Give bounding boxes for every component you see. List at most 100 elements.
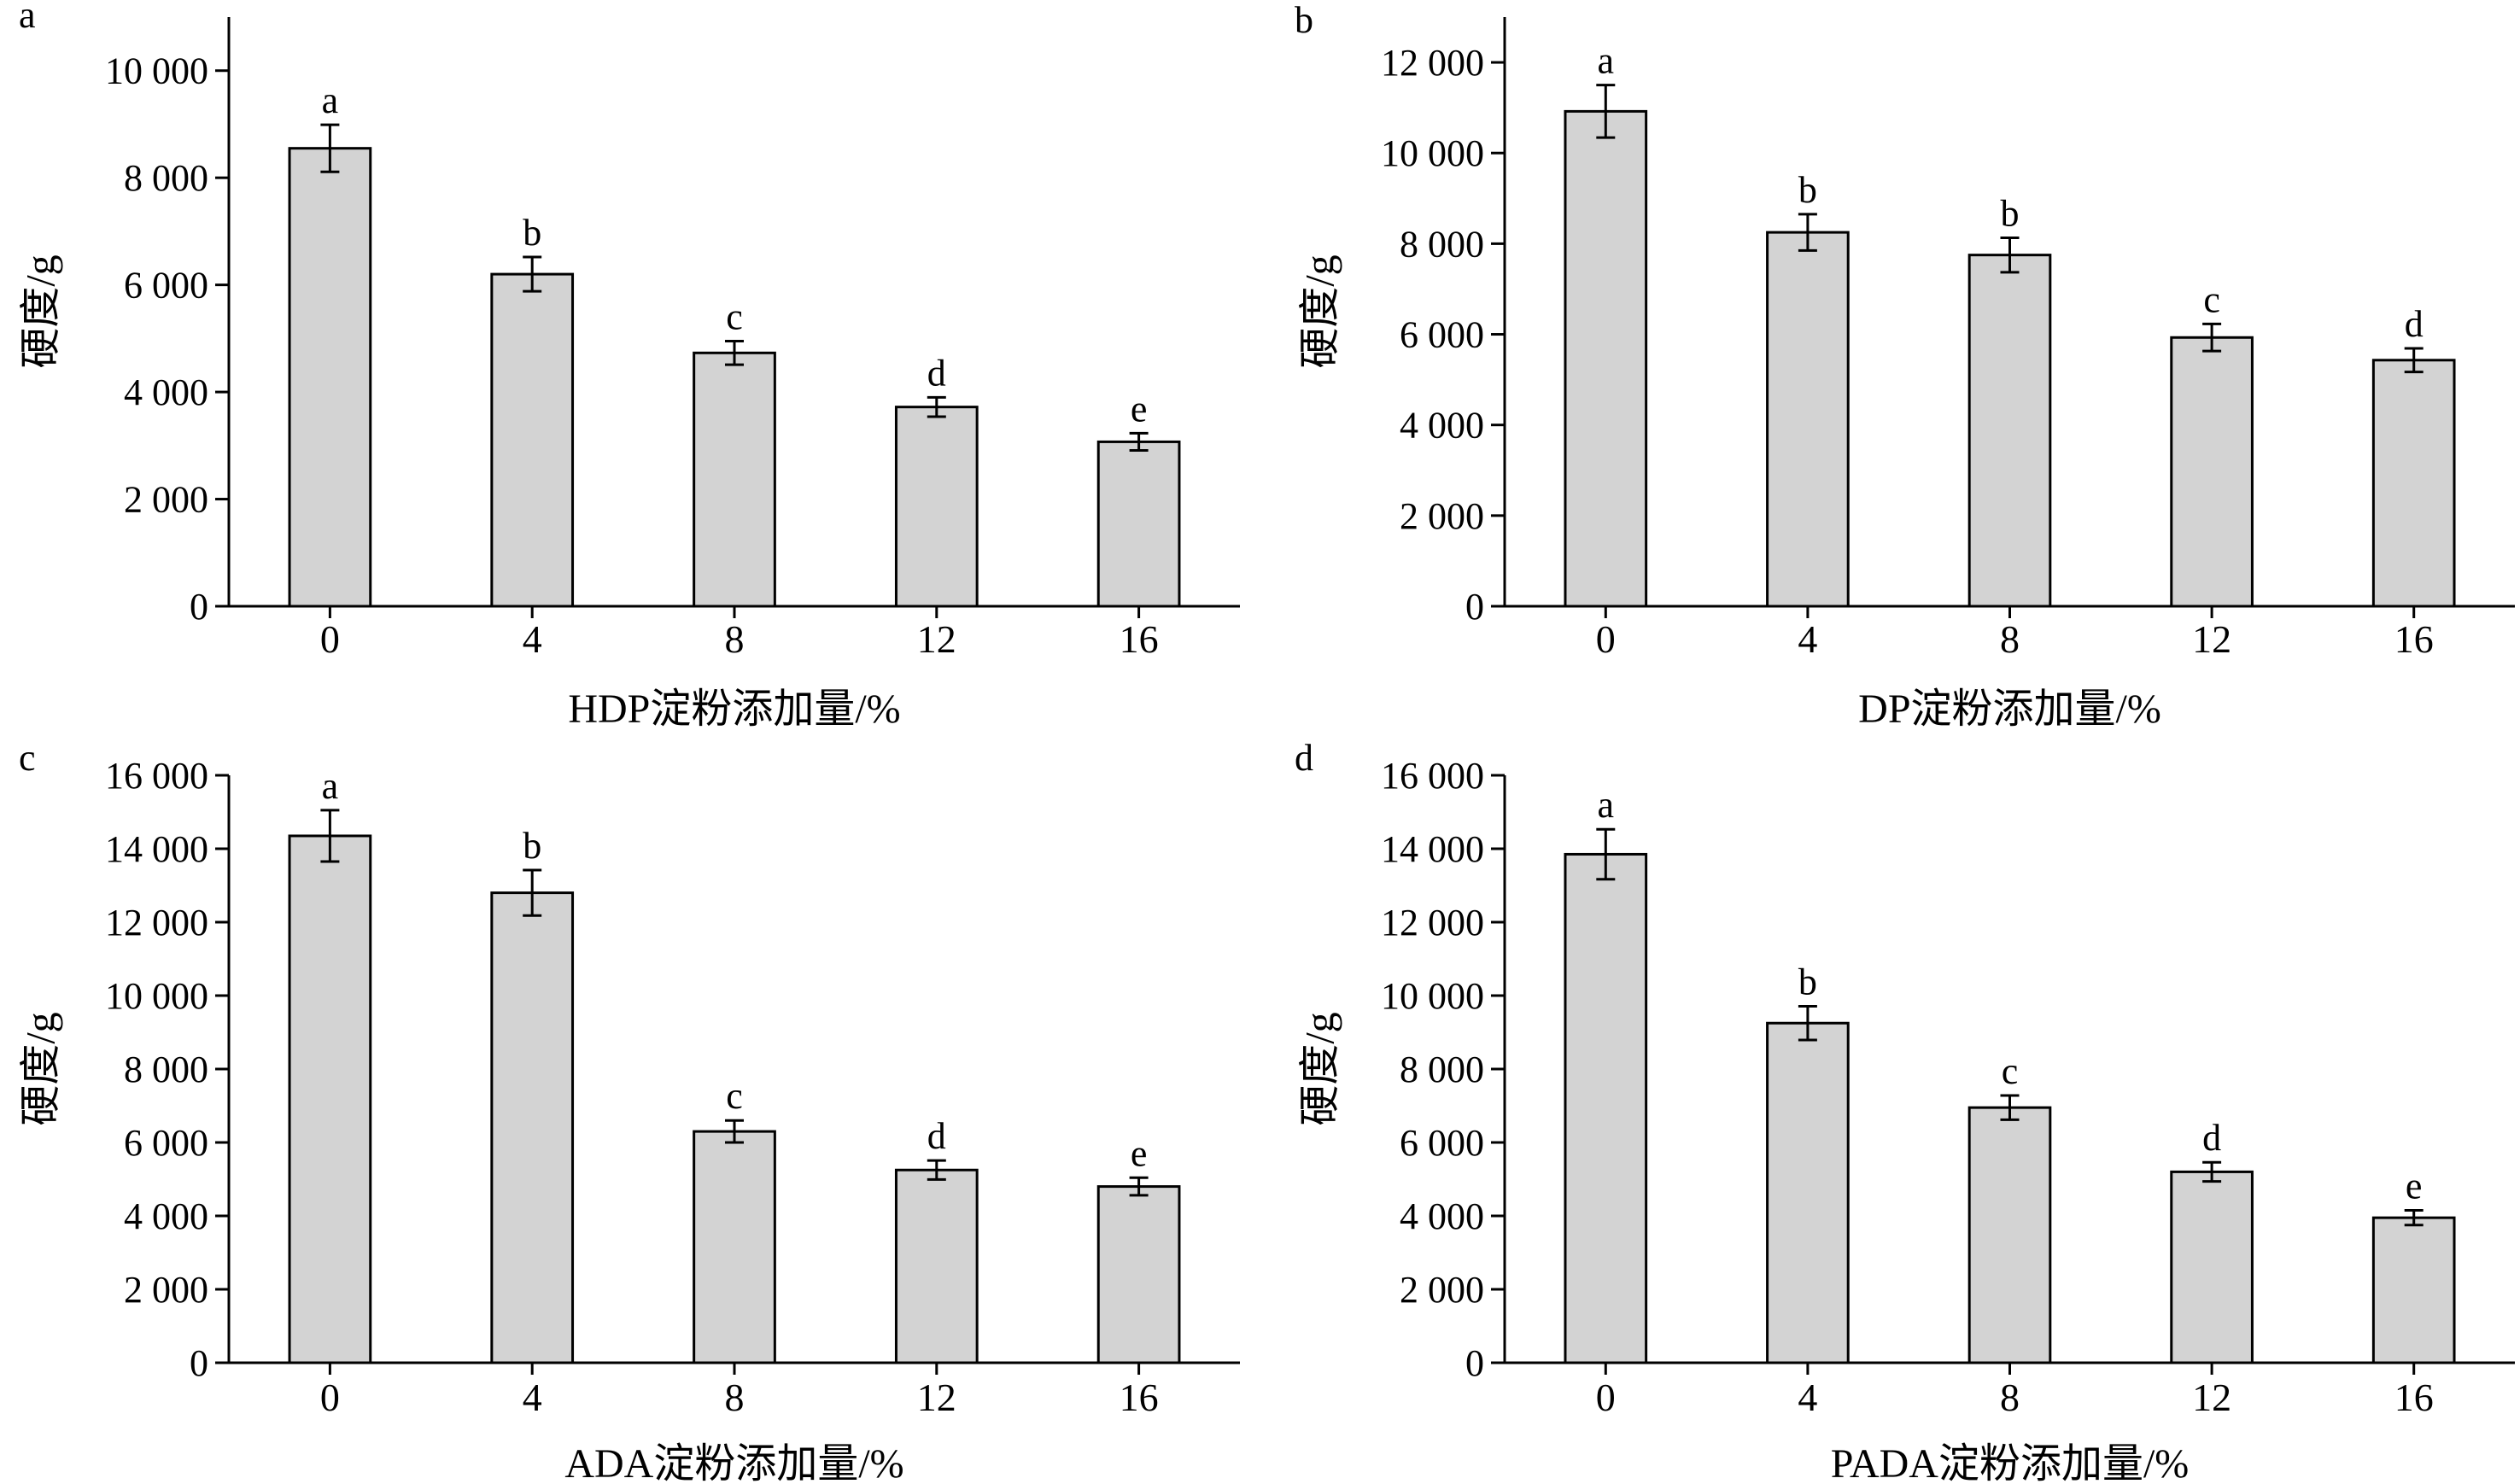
significance-label: b — [2001, 192, 2020, 234]
y-axis-label: 硬度/g — [1298, 254, 1343, 368]
y-tick-label: 8 000 — [1400, 1049, 1484, 1090]
y-axis-label: 硬度/g — [1298, 1012, 1343, 1125]
significance-label: e — [2406, 1166, 2423, 1207]
bar — [693, 1130, 776, 1364]
bar — [288, 834, 372, 1364]
x-tick-label: 12 — [2192, 617, 2231, 661]
y-tick-label: 8 000 — [1400, 223, 1484, 265]
significance-label: a — [1598, 784, 1615, 826]
panel-c: c 0 2 000 4 000 6 000 8 000 10 000 12 000 14 000… — [19, 737, 1240, 1484]
bar — [1967, 254, 2052, 608]
y-tick-label: 0 — [190, 586, 208, 628]
y-tick-label: 4 000 — [124, 371, 208, 413]
significance-label: d — [2405, 303, 2424, 345]
bar — [693, 351, 776, 608]
y-tick-label: 14 000 — [1381, 828, 1484, 870]
x-axis-label: ADA淀粉添加量/% — [564, 1441, 903, 1484]
x-tick-label: 16 — [2394, 1376, 2434, 1419]
y-axis-label: 硬度/g — [19, 254, 64, 368]
significance-label: b — [1798, 169, 1817, 211]
y-tick-label: 4 000 — [124, 1195, 208, 1237]
bar — [490, 272, 575, 608]
significance-label: e — [1131, 1132, 1148, 1174]
bar — [2371, 1216, 2456, 1364]
y-tick-label: 6 000 — [124, 1122, 208, 1164]
bar — [1967, 1106, 2052, 1364]
y-tick-label: 8 000 — [124, 157, 208, 199]
bar — [2371, 359, 2456, 608]
y-tick-label: 6 000 — [1400, 1122, 1484, 1164]
significance-label: a — [1598, 40, 1615, 82]
y-tick-label: 12 000 — [1381, 902, 1484, 944]
bar — [490, 891, 575, 1364]
x-tick-label: 4 — [1798, 617, 1817, 661]
x-tick-label: 0 — [1596, 617, 1616, 661]
x-tick-label: 0 — [320, 617, 340, 661]
y-tick-label: 8 000 — [124, 1049, 208, 1090]
y-tick-label: 2 000 — [1400, 1269, 1484, 1311]
y-tick-label: 16 000 — [1381, 755, 1484, 797]
significance-label: d — [927, 1115, 946, 1157]
x-tick-label: 0 — [1596, 1376, 1616, 1419]
x-tick-label: 12 — [917, 617, 956, 661]
y-tick-label: 0 — [190, 1342, 208, 1384]
panel-d: d 0 2 000 4 000 6 000 8 000 10 000 12 000 14 000… — [1295, 737, 2515, 1484]
x-tick-label: 0 — [320, 1376, 340, 1419]
x-axis-label: DP淀粉添加量/% — [1858, 686, 2161, 732]
x-tick-label: 16 — [1120, 1376, 1159, 1419]
significance-label: a — [322, 79, 339, 121]
significance-label: b — [523, 825, 541, 867]
x-tick-label: 16 — [2394, 617, 2434, 661]
panel-letter: a — [19, 0, 36, 36]
y-tick-label: 10 000 — [105, 975, 208, 1017]
y-tick-label: 0 — [1465, 1342, 1484, 1384]
bar — [1564, 852, 1648, 1364]
y-tick-label: 10 000 — [1381, 132, 1484, 174]
x-tick-label: 8 — [2000, 1376, 2020, 1419]
panel-a: a 0 2 000 4 000 6 000 8 000 10 000 a 0 b 4 c 8 d 12 e 16… — [19, 0, 1240, 732]
x-tick-label: 12 — [917, 1376, 956, 1419]
x-tick-label: 16 — [1120, 617, 1159, 661]
bar — [1564, 109, 1648, 608]
bar — [1096, 1185, 1181, 1364]
panel-letter: c — [19, 737, 36, 779]
panel-letter: d — [1295, 737, 1313, 779]
bar — [2170, 1170, 2254, 1364]
y-tick-label: 6 000 — [124, 265, 208, 307]
y-tick-label: 4 000 — [1400, 1195, 1484, 1237]
y-tick-label: 16 000 — [105, 755, 208, 797]
bar — [2170, 336, 2254, 608]
bar — [1766, 1021, 1850, 1364]
x-tick-label: 4 — [1798, 1376, 1817, 1419]
y-tick-label: 0 — [1465, 586, 1484, 628]
panel-letter: b — [1295, 0, 1313, 41]
significance-label: d — [927, 352, 946, 394]
y-tick-label: 2 000 — [124, 479, 208, 521]
y-axis-label: 硬度/g — [19, 1012, 64, 1125]
bar — [288, 147, 372, 608]
significance-label: c — [2002, 1050, 2019, 1092]
significance-label: b — [1798, 961, 1817, 1002]
x-axis-label: PADA淀粉添加量/% — [1831, 1441, 2190, 1484]
y-tick-label: 12 000 — [1381, 42, 1484, 84]
bar — [894, 1168, 979, 1364]
y-tick-label: 10 000 — [105, 50, 208, 92]
y-tick-label: 14 000 — [105, 828, 208, 870]
x-tick-label: 8 — [725, 1376, 745, 1419]
y-tick-label: 2 000 — [1400, 495, 1484, 537]
x-tick-label: 4 — [523, 617, 542, 661]
significance-label: c — [726, 1075, 743, 1117]
y-tick-label: 2 000 — [124, 1269, 208, 1311]
significance-label: e — [1131, 388, 1148, 429]
x-tick-label: 8 — [2000, 617, 2020, 661]
y-tick-label: 4 000 — [1400, 405, 1484, 447]
significance-label: a — [322, 765, 339, 807]
x-axis-label: HDP淀粉添加量/% — [568, 686, 900, 732]
significance-label: c — [2203, 278, 2220, 320]
bar — [1766, 231, 1850, 608]
x-tick-label: 8 — [725, 617, 745, 661]
x-tick-label: 4 — [523, 1376, 542, 1419]
bar — [894, 406, 979, 608]
x-tick-label: 12 — [2192, 1376, 2231, 1419]
